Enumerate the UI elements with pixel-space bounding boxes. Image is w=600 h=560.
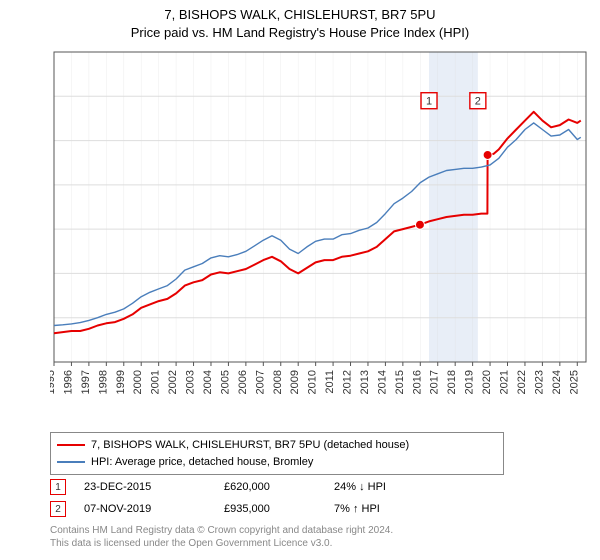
svg-text:2024: 2024 xyxy=(551,370,563,394)
legend-label: 7, BISHOPS WALK, CHISLEHURST, BR7 5PU (d… xyxy=(91,437,409,454)
svg-text:2013: 2013 xyxy=(359,370,371,394)
sale-diff: 7% ↑ HPI xyxy=(334,503,434,515)
sale-marker: 2 xyxy=(50,501,66,517)
sale-marker: 1 xyxy=(50,479,66,495)
svg-text:2025: 2025 xyxy=(568,370,580,394)
svg-text:2004: 2004 xyxy=(202,370,214,394)
chart: £0£200K£400K£600K£800K£1M£1.2M£1.4M19951… xyxy=(50,48,590,398)
legend-row: 7, BISHOPS WALK, CHISLEHURST, BR7 5PU (d… xyxy=(57,437,497,454)
svg-text:1996: 1996 xyxy=(62,370,74,394)
svg-text:2006: 2006 xyxy=(237,370,249,394)
svg-text:1999: 1999 xyxy=(115,370,127,394)
legend-swatch xyxy=(57,444,85,446)
svg-text:1: 1 xyxy=(426,96,432,108)
svg-text:2010: 2010 xyxy=(307,370,319,394)
sales-table: 1 23-DEC-2015£620,00024% ↓ HPI 2 07-NOV-201… xyxy=(50,476,434,520)
legend-swatch xyxy=(57,461,85,463)
svg-text:2002: 2002 xyxy=(167,370,179,394)
sale-date: 07-NOV-2019 xyxy=(84,503,224,515)
sale-price: £935,000 xyxy=(224,503,334,515)
svg-text:2008: 2008 xyxy=(272,370,284,394)
svg-text:2023: 2023 xyxy=(533,370,545,394)
chart-title: 7, BISHOPS WALK, CHISLEHURST, BR7 5PU Pr… xyxy=(0,0,600,42)
svg-text:2021: 2021 xyxy=(499,370,511,394)
sale-diff: 24% ↓ HPI xyxy=(334,481,434,493)
legend-row: HPI: Average price, detached house, Brom… xyxy=(57,454,497,471)
sale-price: £620,000 xyxy=(224,481,334,493)
svg-text:2007: 2007 xyxy=(254,370,266,394)
title-line1: 7, BISHOPS WALK, CHISLEHURST, BR7 5PU xyxy=(0,6,600,24)
svg-text:1995: 1995 xyxy=(50,370,57,394)
svg-text:2019: 2019 xyxy=(464,370,476,394)
sale-date: 23-DEC-2015 xyxy=(84,481,224,493)
svg-text:2014: 2014 xyxy=(376,370,388,394)
svg-text:2017: 2017 xyxy=(429,370,441,394)
sale-row: 2 07-NOV-2019£935,0007% ↑ HPI xyxy=(50,498,434,520)
svg-text:2000: 2000 xyxy=(132,370,144,394)
svg-text:1998: 1998 xyxy=(97,370,109,394)
svg-text:1997: 1997 xyxy=(80,370,92,394)
svg-text:2003: 2003 xyxy=(185,370,197,394)
svg-text:2015: 2015 xyxy=(394,370,406,394)
footer-line1: Contains HM Land Registry data © Crown c… xyxy=(50,524,393,537)
svg-text:2012: 2012 xyxy=(342,370,354,394)
svg-text:2016: 2016 xyxy=(411,370,423,394)
svg-text:2022: 2022 xyxy=(516,370,528,394)
svg-text:2009: 2009 xyxy=(289,370,301,394)
svg-text:2001: 2001 xyxy=(150,370,162,394)
title-line2: Price paid vs. HM Land Registry's House … xyxy=(0,24,600,42)
svg-text:2011: 2011 xyxy=(324,370,336,394)
svg-text:2: 2 xyxy=(475,96,481,108)
svg-text:2020: 2020 xyxy=(481,370,493,394)
footer: Contains HM Land Registry data © Crown c… xyxy=(50,524,393,550)
svg-text:2005: 2005 xyxy=(219,370,231,394)
legend: 7, BISHOPS WALK, CHISLEHURST, BR7 5PU (d… xyxy=(50,432,504,475)
sale-row: 1 23-DEC-2015£620,00024% ↓ HPI xyxy=(50,476,434,498)
legend-label: HPI: Average price, detached house, Brom… xyxy=(91,454,313,471)
footer-line2: This data is licensed under the Open Gov… xyxy=(50,537,393,550)
svg-text:2018: 2018 xyxy=(446,370,458,394)
